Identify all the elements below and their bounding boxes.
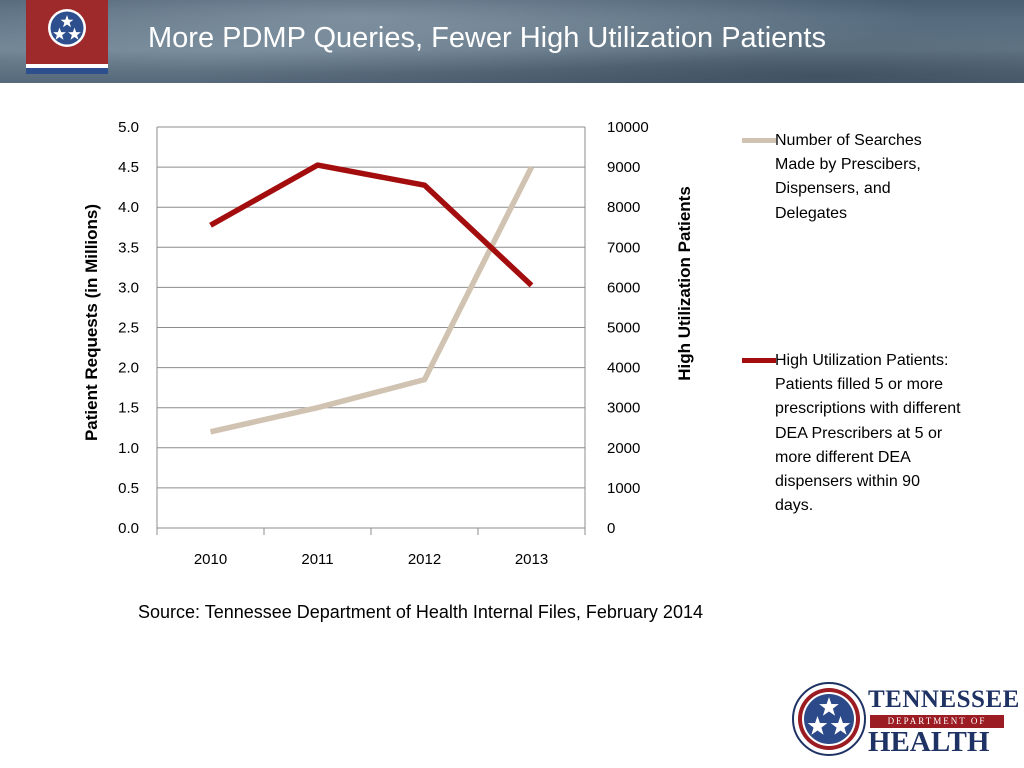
y-right-tick-label: 6000 [607,279,640,296]
tennessee-flag-icon [26,0,108,74]
x-tick-label: 2012 [408,551,441,568]
y-right-tick-label: 8000 [607,199,640,216]
series-line-high-utilization [209,162,534,288]
tristar-seal-icon [792,682,866,756]
slide-header: More PDMP Queries, Fewer High Utilizatio… [0,0,1024,83]
y-right-tick-label: 7000 [607,239,640,256]
y-left-tick-label: 0.0 [118,520,139,537]
y-right-tick-label: 10000 [607,119,649,136]
y-left-tick-label: 5.0 [118,119,139,136]
y-left-tick-label: 0.5 [118,480,139,497]
y-right-tick-label: 3000 [607,400,640,417]
slide-title: More PDMP Queries, Fewer High Utilizatio… [148,22,826,54]
x-tick-label: 2013 [515,551,548,568]
y-left-tick-label: 2.0 [118,360,139,377]
y-right-tick-label: 4000 [607,360,640,377]
y-right-tick-label: 2000 [607,440,640,457]
y-right-axis-title: High Utilization Patients [675,186,694,381]
logo-tennessee-text: TENNESSEE [868,686,1020,713]
legend-swatch-searches [742,138,776,143]
header-background [0,0,1024,83]
y-left-tick-label: 3.0 [118,279,139,296]
logo-department-text: DEPARTMENT OF [870,715,1004,728]
y-right-tick-label: 0 [607,520,615,537]
y-left-tick-label: 4.5 [118,159,139,176]
legend-entry-high-utilization: High Utilization Patients: Patients fill… [742,349,962,518]
legend-label-high-utilization: High Utilization Patients: Patients fill… [775,352,961,515]
legend-swatch-high-utilization [742,358,776,363]
y-left-tick-label: 3.5 [118,239,139,256]
logo-health-text: HEALTH [868,726,990,758]
y-right-tick-label: 1000 [607,480,640,497]
y-left-tick-label: 2.5 [118,320,139,337]
series-line-searches [209,165,534,435]
y-right-tick-label: 5000 [607,320,640,337]
y-left-tick-label: 1.5 [118,400,139,417]
y-left-tick-label: 1.0 [118,440,139,457]
y-right-tick-label: 9000 [607,159,640,176]
legend-label-searches: Number of Searches Made by Prescibers, D… [775,132,922,222]
x-tick-label: 2010 [194,551,227,568]
line-chart: 0.0 0.5 1.0 1.5 2.0 2.5 3.0 3.5 4.0 4.5 5.0 0 1000 20… [82,119,694,568]
y-left-tick-label: 4.0 [118,199,139,216]
source-note: Source: Tennessee Department of Health I… [138,602,703,622]
x-tick-label: 2011 [301,551,333,568]
y-left-axis-title: Patient Requests (in Millions) [82,204,101,441]
legend-entry-searches: Number of Searches Made by Prescibers, D… [742,129,962,226]
department-of-health-logo: TENNESSEE DEPARTMENT OF HEALTH [790,680,1019,760]
